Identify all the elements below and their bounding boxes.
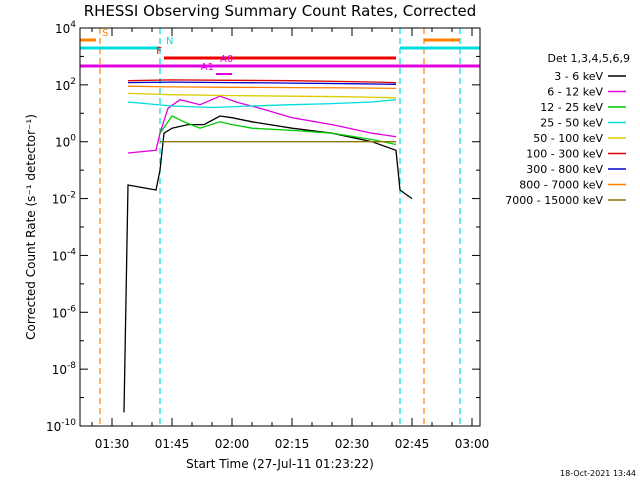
- x-tick-label-01-45: 01:45: [155, 437, 190, 451]
- series-line-800-7000-kev: [127, 85, 397, 90]
- legend-label-50-100-kev: 50 - 100 keV: [533, 132, 603, 145]
- vertical-markers: [99, 28, 461, 426]
- series-line-3-6-kev: [123, 115, 413, 413]
- y-tick-label-10-10: 10-10: [46, 418, 76, 434]
- series-line-100-300-kev: [127, 79, 397, 84]
- x-tick-label-03-00: 03:00: [455, 437, 490, 451]
- x-tick-label-02-15: 02:15: [275, 437, 310, 451]
- x-axis-label: Start Time (27-Jul-11 01:23:22): [186, 457, 374, 471]
- series-line-50-100-kev: [127, 92, 397, 99]
- chart-title: RHESSI Observing Summary Count Rates, Co…: [84, 2, 477, 20]
- y-tick-label-10-2: 10-2: [52, 191, 76, 207]
- series-line-300-800-kev: [127, 81, 397, 85]
- x-tick-label-02-30: 02:30: [335, 437, 370, 451]
- y-tick-label-10-2: 102: [55, 77, 76, 93]
- x-tick-label-02-45: 02:45: [395, 437, 430, 451]
- legend-title: Det 1,3,4,5,6,9: [547, 52, 630, 65]
- series-line-25-50-kev: [127, 99, 397, 109]
- y-tick-label-10-4: 104: [55, 20, 76, 36]
- y-tick-label-10-8: 10-8: [52, 361, 77, 377]
- x-tick-label-01-30: 01:30: [95, 437, 130, 451]
- legend: Det 1,3,4,5,6,9 3 - 6 keV 6 - 12 keV 12 - …: [505, 52, 630, 207]
- series-lines: [123, 79, 413, 413]
- flag-label-s: S: [102, 28, 108, 39]
- legend-label-7000-15000-kev: 7000 - 15000 keV: [505, 194, 603, 207]
- y-axis-label: Corrected Count Rate (s⁻¹ detector⁻¹): [24, 114, 38, 340]
- y-tick-label-10-6: 10-6: [52, 304, 77, 320]
- legend-label-100-300-kev: 100 - 300 keV: [526, 148, 603, 161]
- legend-label-300-800-kev: 300 - 800 keV: [526, 163, 603, 176]
- legend-label-3-6-kev: 3 - 6 keV: [554, 70, 603, 83]
- legend-label-6-12-kev: 6 - 12 keV: [547, 86, 603, 99]
- flag-label-f: F: [156, 46, 162, 57]
- x-axis: 01:30 01:45 02:00 02:15 02:30 02:45 03:00: [91, 28, 490, 451]
- series-line-12-25-kev: [159, 115, 397, 146]
- legend-label-25-50-kev: 25 - 50 keV: [540, 117, 603, 130]
- flag-label-n: N: [166, 36, 173, 47]
- y-axis: 104 102 100 10-2 10-4 10-6 10-8 10-10: [46, 20, 480, 434]
- flag-label-a0: A0: [220, 54, 233, 65]
- legend-label-800-7000-kev: 800 - 7000 keV: [519, 179, 603, 192]
- legend-label-12-25-kev: 12 - 25 keV: [540, 101, 603, 114]
- x-tick-label-02-00: 02:00: [215, 437, 250, 451]
- timestamp: 18-Oct-2021 13:44: [560, 469, 636, 478]
- flag-bars: SNFA1A0: [80, 28, 480, 75]
- y-tick-label-10-4: 10-4: [52, 247, 77, 263]
- y-tick-label-10-0: 100: [55, 134, 76, 150]
